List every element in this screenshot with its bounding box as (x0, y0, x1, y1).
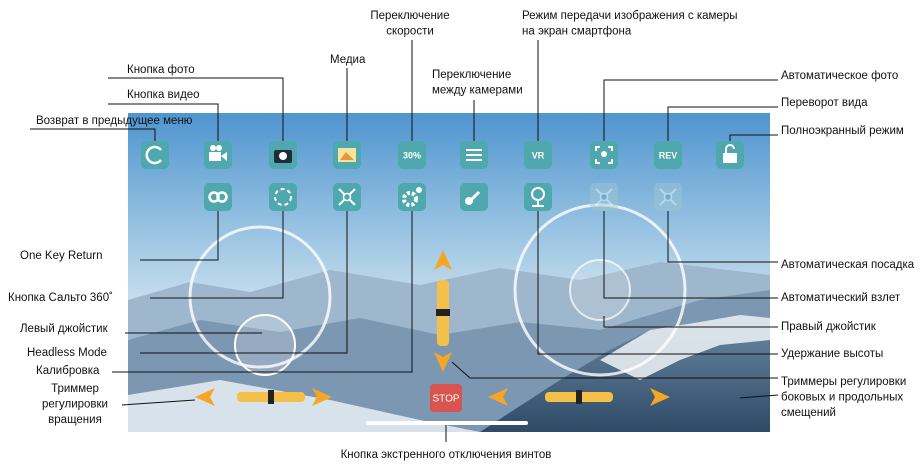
switch-camera-button[interactable] (460, 141, 488, 169)
icon-text: 30% (403, 150, 421, 160)
annotation-label: боковых и продольных (781, 392, 903, 404)
headless-button[interactable] (333, 183, 361, 211)
landing-button[interactable] (654, 183, 682, 211)
annotation-label: Возврат в предыдущее меню (36, 115, 193, 127)
key-button[interactable] (460, 183, 488, 211)
annotation-label: Кнопка экстренного отключения винтов (341, 449, 552, 461)
icon-glyph (344, 194, 351, 201)
annotation-label: Полноэкранный режим (781, 125, 904, 137)
annotation-label: Headless Mode (27, 347, 107, 359)
annotation-label: Триммер (51, 383, 99, 395)
icon-text: REV (659, 150, 678, 160)
annotation-label: Правый джойстик (781, 321, 877, 333)
media-button[interactable] (333, 141, 361, 169)
annotation-label: Кнопка видео (127, 89, 200, 101)
icon-glyph (665, 194, 672, 201)
left-joystick-knob[interactable] (235, 315, 295, 375)
photo-button[interactable] (269, 141, 297, 169)
annotation-label: Автоматическая посадка (781, 259, 915, 271)
icon-background (398, 183, 426, 211)
icon-glyph (601, 194, 608, 201)
annotated-screenshot: STOP 30% VR REV Переключение скорости Режим … (0, 0, 922, 465)
icon-glyph (279, 152, 287, 160)
throttle-trim-slider[interactable] (436, 309, 450, 316)
one-key-return-button[interactable] (204, 183, 232, 211)
calibration-button[interactable] (398, 183, 426, 211)
vr-button[interactable]: VR (524, 141, 552, 169)
stop-label: STOP (432, 394, 459, 405)
right-joystick-knob[interactable] (570, 260, 630, 320)
annotation-label: Переключение (370, 10, 449, 22)
annotation-label: на экран смартфона (522, 26, 632, 38)
annotation-label: Переключение (432, 69, 511, 81)
icon-background (269, 183, 297, 211)
flip-view-button[interactable]: REV (654, 141, 682, 169)
annotation-label: Автоматический взлет (781, 292, 901, 304)
annotation-label: между камерами (432, 85, 523, 97)
home-indicator (366, 421, 528, 425)
annotation-label: Режим передачи изображения с камеры (522, 10, 738, 22)
icon-glyph (416, 187, 422, 193)
annotation-label: Медиа (330, 54, 366, 66)
annotation-label: Переворот вида (781, 97, 868, 109)
annotation-label: Кнопка фото (127, 64, 195, 76)
annotation-label: Калибровка (36, 365, 100, 377)
takeoff-button[interactable] (590, 183, 618, 211)
yaw-trim-slider[interactable] (268, 390, 274, 404)
flip-360-button[interactable] (269, 183, 297, 211)
icon-glyph (465, 197, 473, 205)
icon-glyph (723, 153, 737, 163)
altitude-hold-button[interactable] (524, 183, 552, 211)
video-button[interactable] (204, 141, 232, 169)
roll-trim-slider[interactable] (576, 390, 582, 404)
annotation-label: Автоматическое фото (781, 70, 898, 82)
annotation-label: регулировки (42, 399, 108, 411)
annotation-label: скорости (386, 26, 434, 38)
icon-glyph (209, 152, 221, 161)
icon-glyph (210, 145, 216, 151)
back-button[interactable] (141, 141, 169, 169)
auto-photo-button[interactable] (590, 141, 618, 169)
icon-glyph (216, 145, 222, 151)
icon-glyph (601, 151, 607, 157)
icon-text: VR (532, 150, 545, 160)
annotation-label: Кнопка Сальто 360˚ (8, 292, 113, 304)
annotation-label: вращения (48, 414, 102, 426)
annotation-label: Триммеры регулировки (781, 376, 906, 388)
annotation-label: Левый джойстик (20, 323, 109, 335)
icon-background (141, 141, 169, 169)
annotation-label: Удержание высоты (781, 348, 883, 360)
annotation-label: смещений (781, 407, 836, 419)
fullscreen-button[interactable] (716, 141, 744, 169)
speed-button[interactable]: 30% (398, 141, 426, 169)
annotation-label: One Key Return (20, 250, 102, 262)
